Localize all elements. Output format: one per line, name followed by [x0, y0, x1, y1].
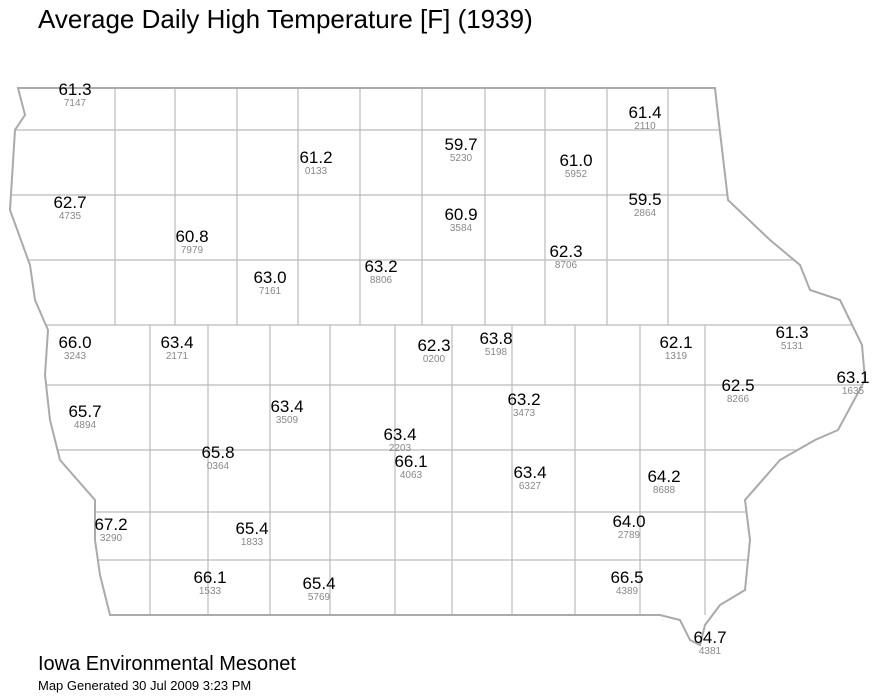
station-value: 64.7	[693, 628, 726, 647]
station-value: 63.0	[253, 268, 286, 287]
station-value: 63.4	[160, 333, 193, 352]
station-value: 63.2	[364, 257, 397, 276]
station-id: 4389	[616, 586, 639, 597]
station-id: 4381	[699, 646, 722, 657]
station-id: 0364	[207, 461, 230, 472]
station-id: 4894	[74, 420, 97, 431]
station-value: 65.4	[235, 519, 268, 538]
station-value: 62.1	[659, 333, 692, 352]
station-id: 2789	[618, 530, 641, 541]
station-id: 5952	[565, 169, 588, 180]
station-id: 7147	[64, 98, 87, 109]
station-value: 65.4	[302, 574, 335, 593]
station-id: 1319	[665, 351, 688, 362]
station-id: 7161	[259, 286, 282, 297]
station-value: 62.5	[721, 376, 754, 395]
footer-org: Iowa Environmental Mesonet	[38, 653, 296, 675]
station-id: 5198	[485, 347, 508, 358]
station-value: 62.3	[549, 242, 582, 261]
station-id: 3584	[450, 223, 473, 234]
station-id: 3243	[64, 351, 87, 362]
station-id: 2171	[166, 351, 189, 362]
station-id: 8688	[653, 485, 676, 496]
station-id: 8706	[555, 260, 578, 271]
station-value: 62.3	[417, 336, 450, 355]
station-value: 61.3	[58, 80, 91, 99]
station-id: 8266	[727, 394, 750, 405]
station-value: 64.0	[612, 512, 645, 531]
station-value: 60.8	[175, 227, 208, 246]
station-value: 59.5	[628, 190, 661, 209]
station-value: 61.0	[559, 151, 592, 170]
station-value: 66.1	[193, 568, 226, 587]
station-id: 5131	[781, 341, 804, 352]
station-value: 63.1	[836, 368, 869, 387]
station-id: 1533	[199, 586, 222, 597]
station-value: 62.7	[53, 193, 86, 212]
station-value: 61.3	[775, 323, 808, 342]
station-value: 65.8	[201, 443, 234, 462]
station-id: 3473	[513, 408, 536, 419]
station-id: 2110	[634, 121, 656, 132]
station-id: 8806	[370, 275, 393, 286]
station-id: 3509	[276, 415, 299, 426]
station-id: 4735	[59, 211, 82, 222]
station-id: 1635	[842, 386, 865, 397]
station-id: 2203	[389, 443, 412, 454]
station-value: 65.7	[68, 402, 101, 421]
map-title: Average Daily High Temperature [F] (1939…	[38, 4, 533, 34]
station-id: 5230	[450, 153, 473, 164]
station-value: 60.9	[444, 205, 477, 224]
station-id: 4063	[400, 470, 423, 481]
station-value: 63.4	[383, 425, 416, 444]
station-value: 61.4	[628, 103, 661, 122]
footer-generated: Map Generated 30 Jul 2009 3:23 PM	[38, 678, 251, 693]
station-value: 66.0	[58, 333, 91, 352]
station-id: 3290	[100, 533, 123, 544]
station-value: 63.2	[507, 390, 540, 409]
station-value: 67.2	[94, 515, 127, 534]
station-id: 1833	[241, 537, 264, 548]
station-value: 66.5	[610, 568, 643, 587]
station-value: 66.1	[394, 452, 427, 471]
station-value: 61.2	[299, 148, 332, 167]
station-value: 63.4	[513, 463, 546, 482]
station-value: 64.2	[647, 467, 680, 486]
station-id: 7979	[181, 245, 204, 256]
station-id: 0133	[305, 166, 328, 177]
station-id: 2864	[634, 208, 657, 219]
station-value: 63.4	[270, 397, 303, 416]
state-outline	[8, 87, 867, 647]
station-id: 6327	[519, 481, 542, 492]
station-id: 5769	[308, 592, 331, 603]
station-id: 0200	[423, 354, 446, 365]
station-value: 59.7	[444, 135, 477, 154]
station-value: 63.8	[479, 329, 512, 348]
